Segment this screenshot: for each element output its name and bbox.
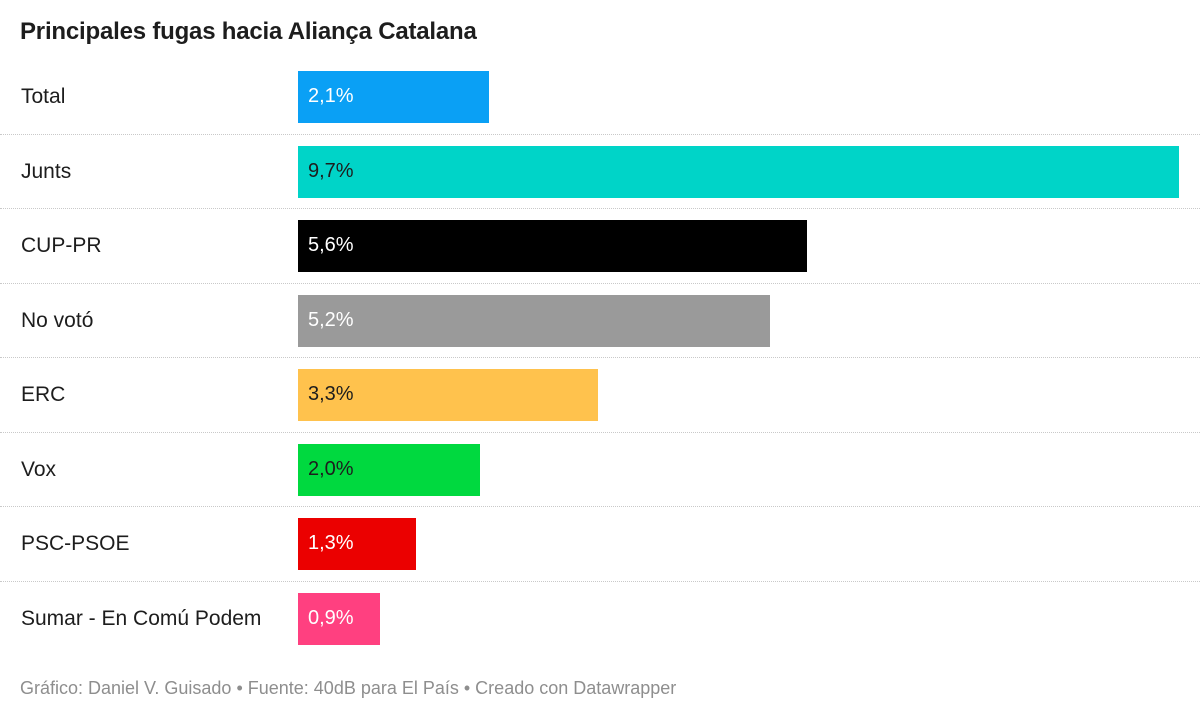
bar	[298, 294, 771, 347]
chart-title: Principales fugas hacia Aliança Catalana	[20, 18, 477, 45]
category-label: Vox	[21, 457, 57, 481]
category-label: Total	[21, 85, 66, 108]
bar	[298, 145, 1179, 198]
value-label: 1,3%	[308, 532, 354, 554]
chart-footer-credits: Gráfico: Daniel V. Guisado • Fuente: 40d…	[20, 678, 677, 698]
value-label: 2,1%	[308, 85, 354, 107]
category-label: Junts	[21, 159, 72, 183]
value-label: 0,9%	[308, 606, 354, 629]
bar-row: Junts 9,7%	[0, 135, 1200, 209]
bar-row: CUP-PR 5,6%	[0, 209, 1200, 284]
bar	[298, 443, 480, 496]
bar	[298, 518, 417, 570]
bar-row: Sumar - En Comú Podem 0,9%	[0, 582, 1200, 656]
bar-row: No votó 5,2%	[0, 284, 1200, 358]
category-label: Sumar - En Comú Podem	[21, 606, 262, 630]
value-label: 9,7%	[308, 159, 354, 182]
category-label: No votó	[21, 308, 94, 332]
bar-row: Total 2,1%	[0, 60, 1200, 135]
bar	[298, 220, 807, 272]
bar-row: Vox 2,0%	[0, 433, 1200, 507]
bar	[298, 71, 489, 123]
bar-row: PSC-PSOE 1,3%	[0, 507, 1200, 582]
value-label: 3,3%	[308, 383, 354, 405]
category-label: PSC-PSOE	[21, 532, 130, 555]
category-label: ERC	[21, 383, 66, 406]
value-label: 5,2%	[308, 308, 354, 331]
value-label: 2,0%	[308, 457, 354, 480]
bar	[298, 592, 380, 645]
category-label: CUP-PR	[21, 234, 102, 257]
bar-chart: Total 2,1% Junts 9,7% CUP-PR 5,6% No votó 5,2% E…	[0, 60, 1200, 655]
bar-row: ERC 3,3%	[0, 358, 1200, 433]
bar	[298, 369, 598, 421]
value-label: 5,6%	[308, 234, 354, 256]
